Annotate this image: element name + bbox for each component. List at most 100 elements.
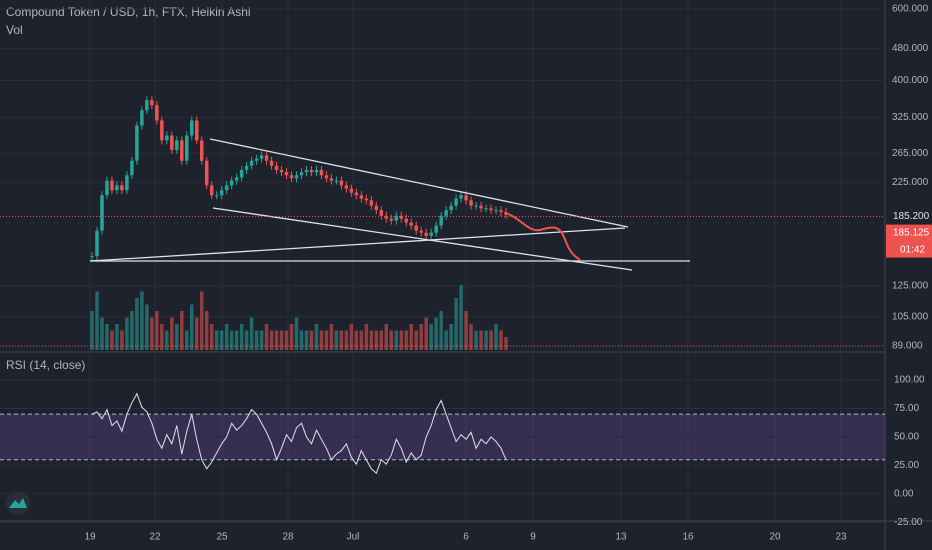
rsi-tick-label: 0.00 — [894, 488, 914, 499]
candle — [384, 215, 389, 219]
candle — [454, 198, 458, 206]
candle — [254, 158, 259, 161]
candle — [209, 185, 214, 196]
candle — [364, 198, 369, 201]
candle — [214, 195, 219, 197]
candle — [249, 160, 254, 166]
volume-bar — [264, 324, 269, 350]
volume-bar — [185, 330, 189, 350]
volume-bar — [224, 324, 229, 350]
candle — [304, 170, 309, 173]
candle — [180, 140, 184, 161]
candle — [374, 205, 379, 211]
volume-bar — [249, 317, 254, 350]
candle — [190, 120, 194, 136]
volume-bar — [105, 324, 109, 350]
candle — [464, 195, 468, 201]
candle — [324, 175, 329, 179]
rsi-tick-label: 25.00 — [894, 460, 919, 471]
projection-drawing — [507, 213, 581, 261]
volume-bar — [115, 324, 119, 350]
candle — [284, 172, 289, 176]
volume-bar — [259, 330, 264, 350]
candle — [419, 230, 423, 233]
price-tick-label: 265.000 — [892, 148, 929, 159]
rsi-tick-label: 100.00 — [894, 375, 925, 386]
candle — [329, 178, 334, 181]
candle — [434, 225, 438, 233]
volume-bar — [279, 330, 284, 350]
price-tick-label: 325.000 — [892, 112, 929, 123]
candle — [170, 135, 174, 150]
candle — [165, 135, 169, 141]
candle — [145, 100, 149, 111]
volume-bar — [439, 311, 443, 350]
volume-bar — [120, 330, 124, 350]
price-tick-label: 600.000 — [892, 4, 929, 15]
candle — [334, 180, 339, 182]
candle — [185, 135, 189, 161]
volume-bar — [464, 311, 468, 350]
volume-bar — [304, 330, 309, 350]
volume-bar — [359, 330, 364, 350]
candle — [130, 160, 134, 176]
time-tick-label: 16 — [682, 532, 694, 543]
candle — [504, 212, 508, 215]
logo[interactable] — [6, 491, 30, 515]
price-tick-label: 105.000 — [892, 311, 929, 322]
volume-bar — [160, 324, 164, 350]
volume-bar — [130, 311, 134, 350]
volume-bar — [294, 317, 299, 350]
volume-bar — [125, 317, 129, 350]
candle — [479, 205, 483, 209]
time-tick-label: 28 — [282, 532, 294, 543]
volume-bar — [394, 330, 399, 350]
candle — [264, 155, 269, 161]
time-tick-label: 6 — [463, 532, 469, 543]
volume-bar — [419, 324, 423, 350]
countdown-label: 01:42 — [900, 244, 925, 255]
volume-bar — [214, 330, 219, 350]
candle — [494, 210, 498, 212]
rsi-tick-label: 75.00 — [894, 403, 919, 414]
candle — [499, 210, 503, 213]
price-tick-label: 125.000 — [892, 281, 929, 292]
volume-bar — [190, 304, 194, 350]
price-tick-label: 89.000 — [892, 341, 923, 352]
volume-bar — [504, 337, 508, 350]
volume-bar — [389, 330, 394, 350]
volume-bar — [165, 330, 169, 350]
candle — [344, 185, 349, 189]
candle — [459, 195, 463, 199]
time-tick-label: 9 — [530, 532, 536, 543]
volume-bar — [274, 330, 279, 350]
time-tick-label: Jul — [347, 532, 360, 543]
candle — [204, 160, 209, 186]
volume-bar — [90, 311, 94, 350]
chart-title: Compound Token / USD, 1h, FTX, Heikin As… — [6, 5, 251, 19]
volume-bar — [140, 291, 144, 350]
volume-bar — [180, 311, 184, 350]
volume-bar — [229, 330, 234, 350]
candle — [229, 180, 234, 186]
price-label: 185.200 — [893, 211, 930, 222]
volume-bar — [209, 324, 214, 350]
price-tick-label: 480.000 — [892, 43, 929, 54]
candle — [110, 180, 114, 191]
volume-bar — [479, 330, 483, 350]
candle — [449, 205, 453, 211]
candle — [135, 125, 139, 161]
volume-bar — [379, 330, 384, 350]
volume-bar — [239, 324, 244, 350]
candle — [140, 110, 144, 126]
candle — [359, 195, 364, 199]
volume-bar — [195, 317, 199, 350]
candle — [484, 208, 488, 210]
rsi-tick-label: -25.00 — [894, 517, 923, 528]
candle — [319, 170, 324, 176]
volume-bar — [369, 330, 374, 350]
volume-bar — [135, 298, 139, 350]
volume-bar — [269, 330, 274, 350]
price-label: 185.125 — [893, 227, 930, 238]
volume-bar — [364, 324, 369, 350]
